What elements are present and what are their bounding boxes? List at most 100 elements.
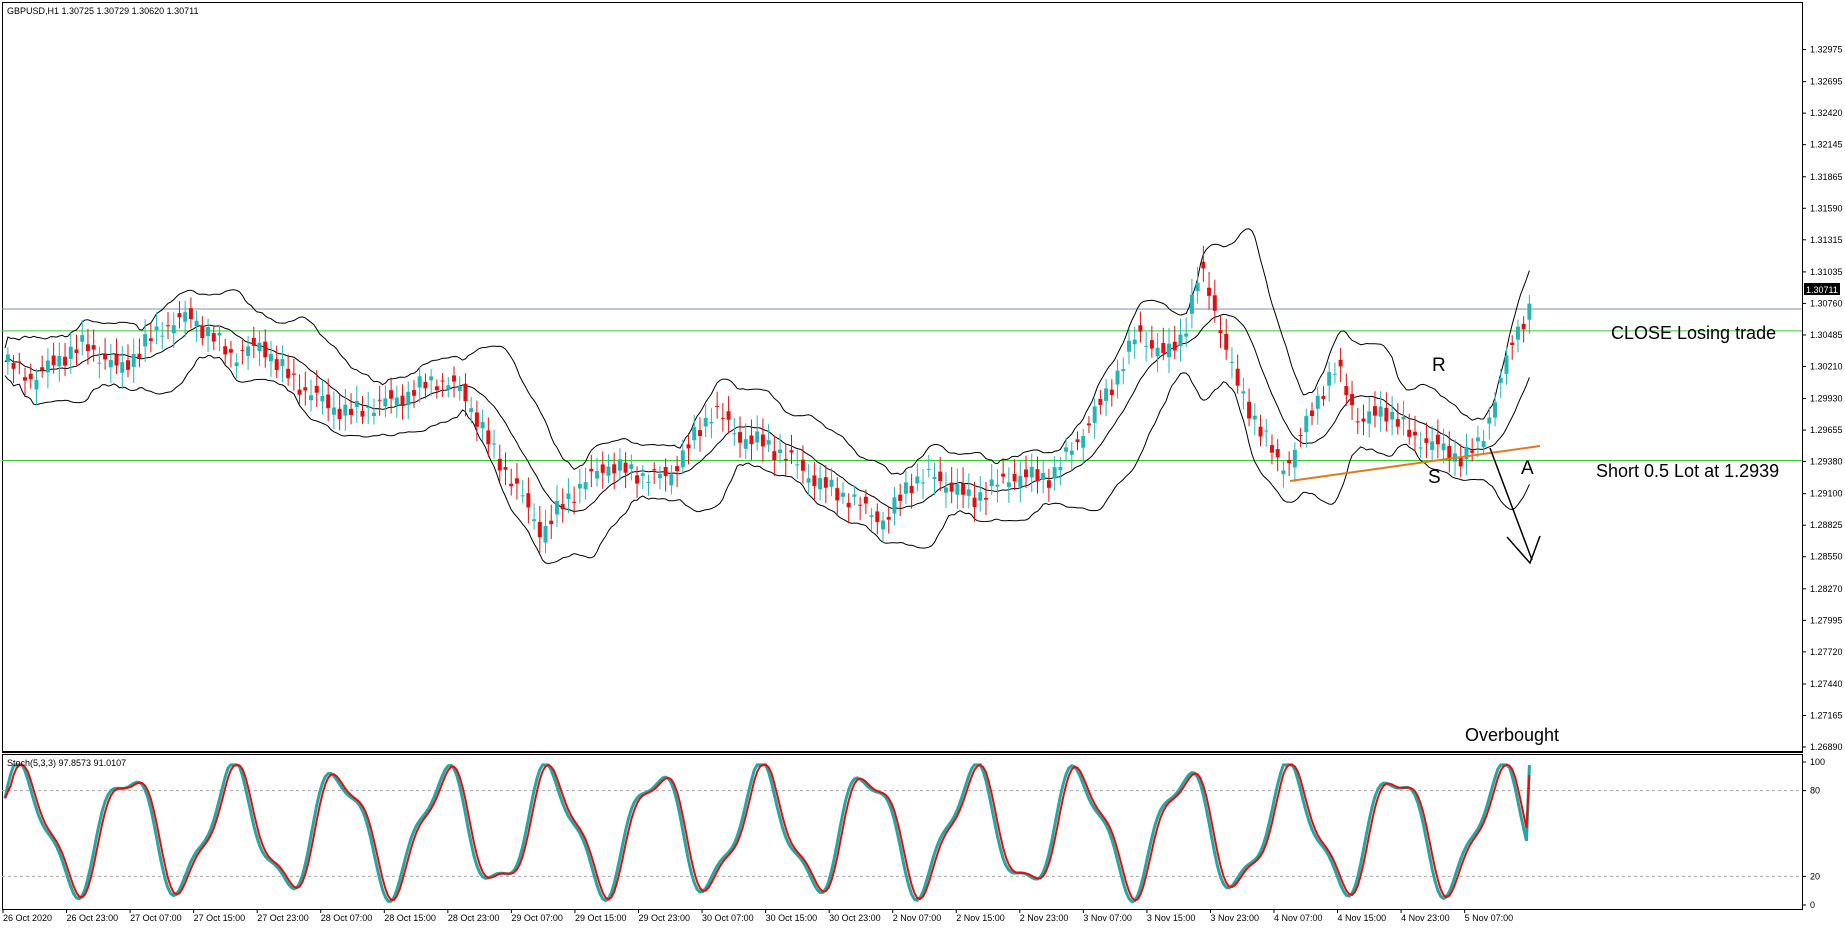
candle-bull bbox=[680, 450, 685, 468]
candle-bull bbox=[1281, 470, 1286, 475]
candle-bull bbox=[80, 335, 85, 342]
time-tick-label: 30 Oct 07:00 bbox=[702, 913, 754, 923]
candle-bear bbox=[846, 502, 851, 508]
candle-bull bbox=[583, 482, 588, 490]
stoch-lines bbox=[3, 763, 1531, 904]
candle-bear bbox=[875, 511, 880, 523]
candle-bear bbox=[1138, 325, 1143, 332]
candle-bull bbox=[171, 325, 176, 334]
candle-bear bbox=[697, 430, 702, 437]
candle-bear bbox=[652, 469, 657, 471]
candle-bear bbox=[1447, 445, 1452, 460]
candle-bear bbox=[377, 399, 382, 401]
candle-bear bbox=[400, 395, 405, 406]
candle-bull bbox=[978, 492, 983, 501]
candle-bear bbox=[85, 344, 90, 351]
candle-bull bbox=[669, 474, 674, 486]
candle-bear bbox=[1310, 410, 1315, 417]
candle-bear bbox=[961, 483, 966, 495]
candle-bull bbox=[234, 362, 239, 367]
price-tick-label: 1.31315 bbox=[1810, 235, 1843, 245]
candle-bull bbox=[57, 355, 62, 367]
candle-bear bbox=[1338, 359, 1343, 367]
candle-bull bbox=[457, 386, 462, 392]
candle-bear bbox=[1407, 429, 1412, 437]
candle-bear bbox=[898, 494, 903, 501]
candle-bear bbox=[1172, 341, 1177, 351]
candle-bull bbox=[206, 327, 211, 337]
candle-bear bbox=[166, 325, 171, 327]
candle-bull bbox=[1367, 411, 1372, 424]
candle-bear bbox=[1149, 340, 1154, 349]
overbought-annotation: Overbought bbox=[1465, 725, 1559, 745]
candle-bull bbox=[1264, 430, 1269, 432]
candle-bull bbox=[194, 320, 199, 327]
candle-bull bbox=[1178, 334, 1183, 347]
candle-bear bbox=[1298, 435, 1303, 437]
candle-bear bbox=[177, 313, 182, 318]
price-tick-label: 1.32695 bbox=[1810, 77, 1843, 87]
candle-bull bbox=[829, 479, 834, 487]
candle-bull bbox=[1155, 347, 1160, 357]
time-tick-label: 28 Oct 07:00 bbox=[321, 913, 373, 923]
candle-bear bbox=[1372, 406, 1377, 416]
candle-bull bbox=[852, 494, 857, 497]
candle-bear bbox=[349, 408, 354, 416]
candle-bear bbox=[274, 359, 279, 370]
candle-bear bbox=[663, 466, 668, 477]
candle-bull bbox=[309, 395, 314, 401]
candle-bear bbox=[772, 451, 777, 461]
candle-bear bbox=[148, 338, 153, 342]
candle-bull bbox=[1464, 446, 1469, 460]
candle-bear bbox=[11, 363, 16, 369]
stoch-signal-line bbox=[4, 763, 1531, 902]
candle-bear bbox=[800, 459, 805, 471]
candle-bear bbox=[783, 458, 788, 461]
candle-bull bbox=[5, 354, 10, 362]
candle-bear bbox=[938, 471, 943, 482]
time-tick-label: 26 Oct 23:00 bbox=[67, 913, 119, 923]
candle-bear bbox=[715, 405, 720, 407]
candle-bear bbox=[1235, 368, 1240, 386]
time-tick-label: 2 Nov 07:00 bbox=[893, 913, 942, 923]
stoch-tick-label: 80 bbox=[1810, 786, 1820, 796]
candle-bear bbox=[1350, 393, 1355, 406]
candle-bear bbox=[1224, 333, 1229, 350]
candle-bull bbox=[1184, 333, 1189, 337]
candle-bear bbox=[572, 501, 577, 503]
candle-bear bbox=[240, 349, 245, 351]
price-tick-label: 1.29655 bbox=[1810, 425, 1843, 435]
candle-bull bbox=[840, 492, 845, 497]
candle-bear bbox=[509, 483, 514, 487]
candle-bear bbox=[1355, 421, 1360, 423]
price-tick-label: 1.28550 bbox=[1810, 552, 1843, 562]
candle-bull bbox=[446, 385, 451, 390]
candle-bear bbox=[1510, 342, 1515, 346]
stoch-header: Stoch(5,3,3) 97.8573 91.0107 bbox=[7, 758, 126, 768]
candle-bull bbox=[394, 397, 399, 406]
candle-bull bbox=[1189, 294, 1194, 314]
candle-bull bbox=[1418, 447, 1423, 449]
candle-bull bbox=[1292, 449, 1297, 468]
candle-bull bbox=[120, 362, 125, 373]
candle-bear bbox=[211, 333, 216, 342]
candle-bear bbox=[1212, 295, 1217, 311]
candle-bear bbox=[1109, 389, 1114, 396]
price-tick-label: 1.32420 bbox=[1810, 108, 1843, 118]
candle-bull bbox=[709, 422, 714, 424]
close-annotation: CLOSE Losing trade bbox=[1611, 323, 1776, 343]
candle-bull bbox=[1315, 395, 1320, 409]
candle-bear bbox=[251, 337, 256, 346]
candle-bull bbox=[595, 470, 600, 479]
candle-bull bbox=[68, 346, 73, 359]
time-tick-label: 30 Oct 23:00 bbox=[829, 913, 881, 923]
candle-bear bbox=[738, 432, 743, 443]
main-panel-frame bbox=[2, 2, 1803, 753]
time-tick-label: 28 Oct 15:00 bbox=[384, 913, 436, 923]
candle-bull bbox=[1487, 417, 1492, 424]
candle-bear bbox=[286, 368, 291, 379]
candle-bear bbox=[1321, 395, 1326, 399]
candle-bear bbox=[314, 385, 319, 393]
candle-bull bbox=[989, 479, 994, 487]
candle-bull bbox=[154, 326, 159, 331]
